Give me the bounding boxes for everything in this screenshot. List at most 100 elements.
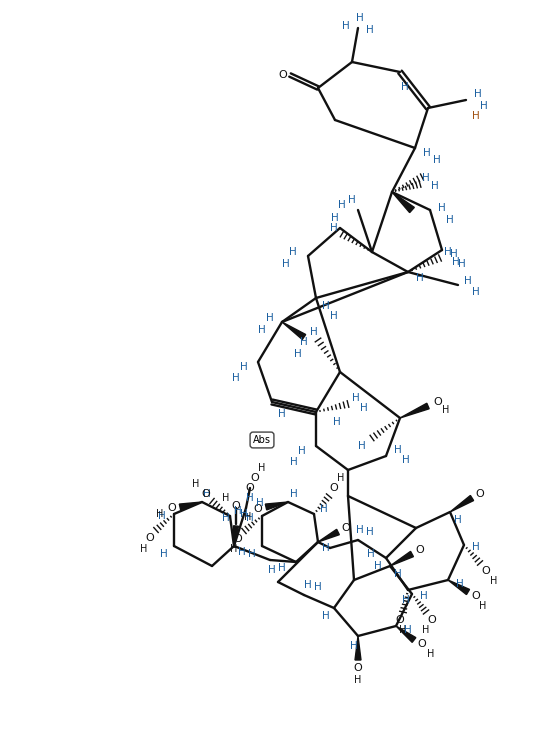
Text: H: H xyxy=(374,561,382,571)
Text: H: H xyxy=(452,257,460,267)
Text: H: H xyxy=(322,301,330,311)
Text: H: H xyxy=(320,504,328,514)
Text: H: H xyxy=(416,273,424,283)
Text: H: H xyxy=(246,493,254,503)
Text: H: H xyxy=(140,544,148,554)
Polygon shape xyxy=(355,636,361,660)
Text: H: H xyxy=(446,215,454,225)
Text: O: O xyxy=(354,663,362,673)
Text: H: H xyxy=(258,325,266,335)
Text: H: H xyxy=(230,544,237,554)
Text: H: H xyxy=(160,549,168,559)
Text: H: H xyxy=(298,446,306,456)
Text: O: O xyxy=(168,503,176,513)
Text: H: H xyxy=(423,148,431,158)
Text: O: O xyxy=(482,566,490,576)
Polygon shape xyxy=(448,580,470,595)
Text: H: H xyxy=(333,417,341,427)
Text: H: H xyxy=(458,259,466,269)
Text: H: H xyxy=(322,543,330,553)
Text: O: O xyxy=(279,70,287,80)
Text: H: H xyxy=(294,349,302,359)
Text: H: H xyxy=(268,565,276,575)
Polygon shape xyxy=(234,526,239,546)
Text: H: H xyxy=(240,362,248,372)
Text: H: H xyxy=(472,287,480,297)
Text: H: H xyxy=(330,223,338,233)
Text: H: H xyxy=(342,21,350,31)
Text: H: H xyxy=(366,527,374,537)
Text: O: O xyxy=(418,639,426,649)
Text: H: H xyxy=(331,213,339,223)
Text: H: H xyxy=(354,675,362,685)
Text: H: H xyxy=(422,173,430,183)
Text: H: H xyxy=(337,473,345,483)
Text: H: H xyxy=(240,509,248,519)
Text: H: H xyxy=(422,625,430,635)
Text: H: H xyxy=(358,441,366,451)
Text: H: H xyxy=(350,641,358,651)
Text: H: H xyxy=(394,445,402,455)
Text: H: H xyxy=(232,373,240,383)
Polygon shape xyxy=(282,322,306,340)
Polygon shape xyxy=(396,626,416,642)
Text: H: H xyxy=(352,393,360,403)
Text: H: H xyxy=(479,601,487,611)
Text: H: H xyxy=(338,200,346,210)
Text: H: H xyxy=(289,247,297,257)
Text: H: H xyxy=(427,649,435,659)
Text: O: O xyxy=(245,483,255,493)
Text: H: H xyxy=(157,509,163,519)
Text: H: H xyxy=(356,13,364,23)
Text: O: O xyxy=(234,534,242,544)
Text: H: H xyxy=(367,549,375,559)
Text: H: H xyxy=(304,580,312,590)
Text: H: H xyxy=(394,569,402,579)
Text: H: H xyxy=(158,511,166,521)
Polygon shape xyxy=(265,502,288,510)
Polygon shape xyxy=(450,496,474,512)
Text: O: O xyxy=(396,615,404,625)
Text: H: H xyxy=(420,591,428,601)
Text: O: O xyxy=(472,591,480,601)
Text: H: H xyxy=(278,563,286,573)
Text: H: H xyxy=(366,25,374,35)
Text: H: H xyxy=(464,276,472,286)
Text: H: H xyxy=(256,498,264,508)
Text: H: H xyxy=(404,625,412,635)
Polygon shape xyxy=(180,502,202,510)
Text: H: H xyxy=(290,489,298,499)
Text: O: O xyxy=(341,523,351,533)
Text: H: H xyxy=(431,181,439,191)
Text: O: O xyxy=(330,483,338,493)
Polygon shape xyxy=(400,404,429,418)
Text: H: H xyxy=(442,405,450,415)
Text: H: H xyxy=(266,313,274,323)
Text: O: O xyxy=(415,545,425,555)
Text: H: H xyxy=(438,203,446,213)
Text: O: O xyxy=(475,489,485,499)
Text: H: H xyxy=(433,155,441,165)
Text: O: O xyxy=(428,615,436,625)
Text: Abs: Abs xyxy=(253,435,271,445)
Text: H: H xyxy=(480,101,488,111)
Text: O: O xyxy=(146,533,154,543)
Text: O: O xyxy=(232,501,240,511)
Text: O: O xyxy=(254,504,263,514)
Text: H: H xyxy=(234,506,242,516)
Text: H: H xyxy=(472,542,480,552)
Text: H: H xyxy=(310,327,318,337)
Text: H: H xyxy=(246,513,254,523)
Text: H: H xyxy=(244,512,252,522)
Text: H: H xyxy=(222,493,230,503)
Text: O: O xyxy=(202,489,210,499)
Text: H: H xyxy=(203,489,211,499)
Text: H: H xyxy=(348,195,356,205)
Polygon shape xyxy=(392,192,414,212)
Text: H: H xyxy=(490,576,498,586)
Text: H: H xyxy=(454,515,462,525)
Text: H: H xyxy=(401,82,409,92)
Text: H: H xyxy=(356,525,364,535)
Polygon shape xyxy=(318,530,339,542)
Text: H: H xyxy=(474,89,482,99)
